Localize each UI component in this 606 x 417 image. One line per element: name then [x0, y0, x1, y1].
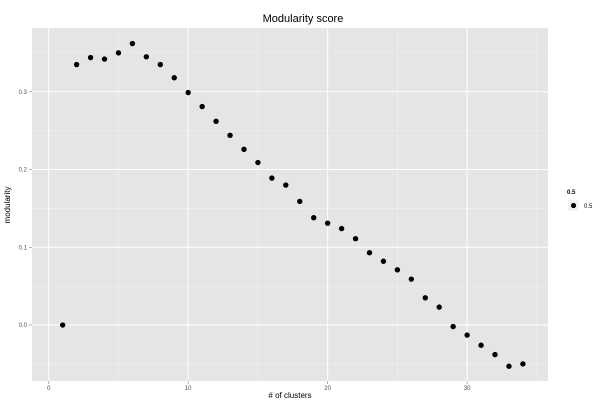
x-axis-ticks: 0 10 20 30	[47, 381, 471, 392]
data-point	[478, 342, 484, 348]
x-tick-label: 30	[464, 386, 471, 392]
data-point	[171, 75, 177, 81]
y-tick-label: 0.0	[19, 323, 28, 329]
data-point	[185, 89, 191, 96]
data-point	[199, 103, 205, 110]
data-point	[352, 236, 359, 242]
data-point	[324, 220, 331, 226]
legend-title: 0.5	[567, 190, 576, 196]
data-point	[297, 198, 303, 205]
data-points	[59, 40, 526, 369]
data-point	[506, 363, 512, 369]
data-point	[241, 146, 247, 152]
data-point	[87, 54, 94, 61]
data-point	[311, 215, 317, 221]
data-point	[213, 118, 219, 125]
x-axis-title: # of clusters	[268, 391, 311, 400]
data-point	[283, 182, 289, 188]
legend-point-icon	[570, 202, 577, 209]
y-tick-label: 0.1	[19, 245, 28, 251]
data-point	[255, 159, 261, 166]
data-point	[59, 322, 66, 328]
data-point	[101, 56, 108, 62]
data-point	[269, 175, 275, 181]
x-tick-label: 20	[324, 386, 331, 392]
y-axis-title: modularity	[3, 187, 12, 224]
data-point	[492, 351, 498, 358]
y-tick-label: 0.3	[19, 90, 28, 96]
chart-title: Modularity score	[263, 13, 344, 25]
data-point	[157, 61, 164, 68]
data-point	[422, 295, 428, 301]
data-point	[450, 323, 456, 330]
data-point	[115, 50, 122, 56]
data-point	[520, 361, 526, 367]
y-tick-label: 0.2	[19, 168, 28, 174]
data-point	[227, 132, 233, 138]
data-point	[73, 61, 80, 68]
data-point	[408, 276, 415, 282]
data-point	[380, 258, 387, 264]
data-point	[394, 267, 401, 273]
data-point	[464, 332, 470, 338]
data-point	[366, 250, 373, 256]
x-tick-label: 10	[185, 386, 192, 392]
plot-panel	[32, 28, 548, 381]
data-point	[338, 225, 345, 232]
legend-label: 0.5	[584, 204, 593, 210]
x-tick-label: 0	[47, 386, 51, 392]
data-point	[436, 304, 442, 310]
grid-layer	[32, 28, 548, 381]
data-point	[143, 54, 150, 60]
legend: 0.5 0.5	[567, 190, 593, 211]
data-point	[129, 40, 136, 47]
y-axis-ticks: 0.0 0.1 0.2 0.3	[19, 90, 32, 329]
